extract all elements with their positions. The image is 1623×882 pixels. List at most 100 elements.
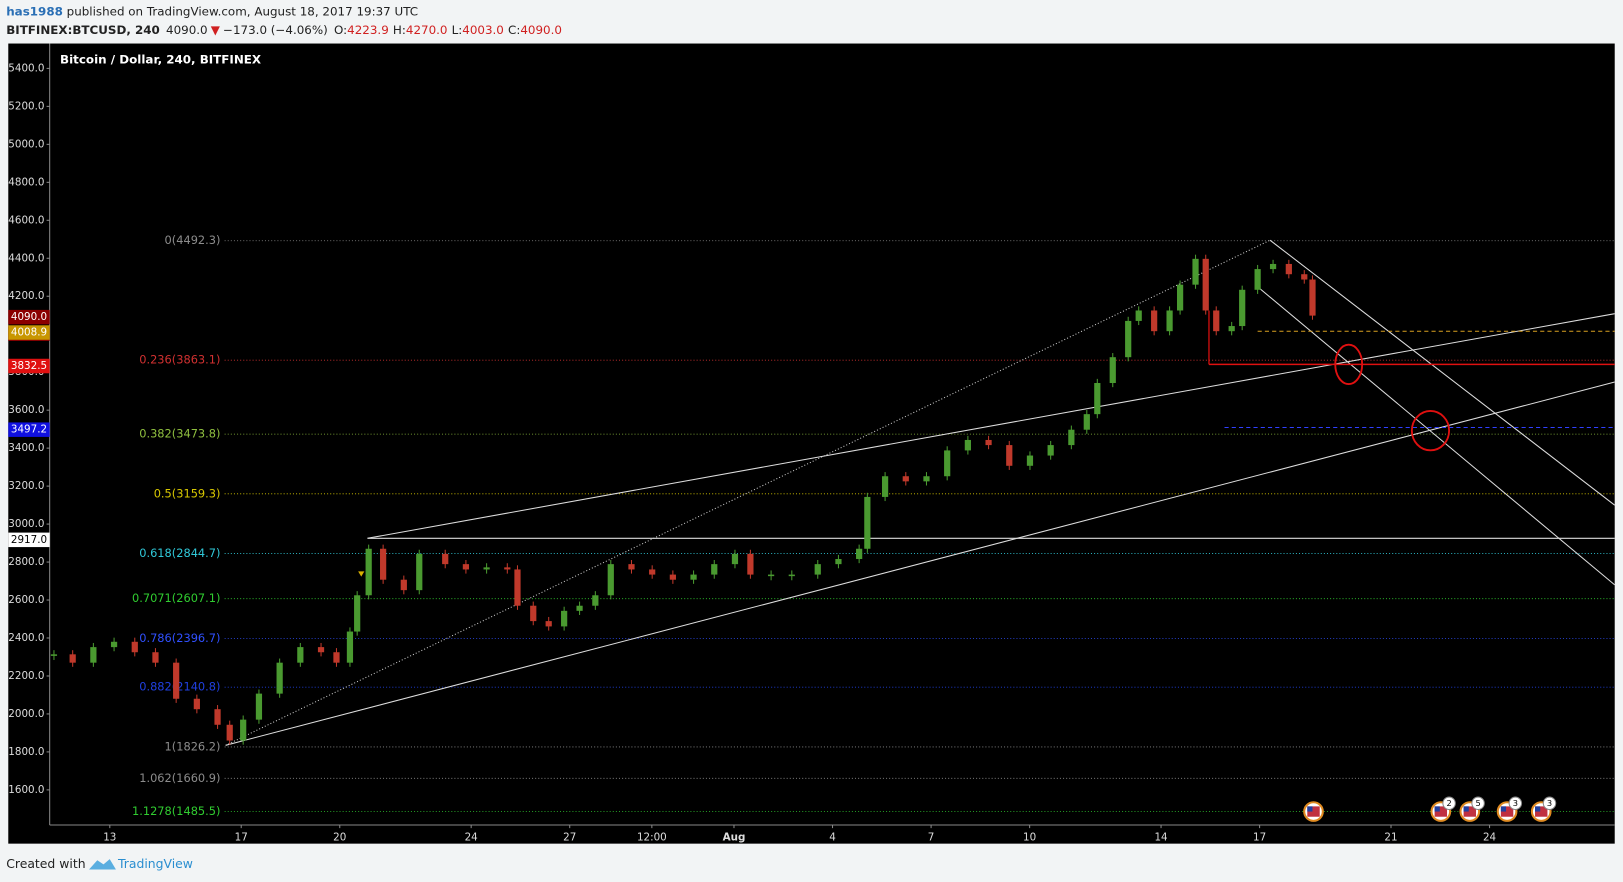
change: −173.0 (−4.06%) — [223, 23, 328, 37]
candle — [276, 662, 283, 694]
y-tick-label: 2400.0 — [8, 632, 44, 644]
event-badge-label: 3 — [1547, 798, 1552, 808]
candle — [1083, 414, 1090, 430]
candle — [110, 641, 118, 648]
candle — [690, 574, 697, 580]
flag — [1500, 806, 1514, 817]
flag — [1463, 806, 1477, 817]
candle — [333, 652, 340, 663]
candle — [416, 553, 423, 591]
candle — [514, 569, 521, 606]
candle — [1068, 429, 1075, 446]
price-tag-label: 3832.5 — [11, 360, 47, 372]
candle — [1166, 310, 1173, 332]
flag-canton — [1463, 806, 1469, 812]
candle — [297, 647, 304, 663]
candle — [193, 698, 200, 710]
author[interactable]: has1988 — [6, 4, 63, 18]
ohlc-key: C: — [508, 23, 520, 37]
flag — [1307, 806, 1320, 817]
y-tick-label: 2200.0 — [8, 670, 44, 682]
price-tag-label: 4008.9 — [11, 327, 47, 339]
x-tick-label: 24 — [465, 831, 478, 843]
event-badge-label: 2 — [1446, 798, 1451, 808]
flag-canton — [1500, 806, 1507, 812]
candle — [923, 476, 930, 482]
candle — [669, 574, 676, 580]
x-tick-label: 10 — [1023, 831, 1036, 843]
candle — [346, 631, 354, 663]
candle — [1006, 445, 1013, 466]
candle — [442, 553, 449, 565]
candle — [576, 605, 583, 611]
candle — [226, 724, 233, 741]
price-tag — [8, 325, 50, 340]
y-tick-label: 3200.0 — [8, 480, 44, 492]
candle — [152, 652, 159, 663]
candle — [69, 654, 76, 663]
y-tick-label: 4400.0 — [8, 252, 44, 264]
candle — [944, 450, 951, 477]
trend-line — [1269, 239, 1616, 506]
event-badge — [1542, 796, 1557, 811]
candle — [483, 567, 490, 570]
y-tick-label: 5200.0 — [8, 100, 44, 112]
symbol: BITFINEX:BTCUSD, 240 — [6, 23, 160, 37]
candle — [711, 564, 718, 575]
candle — [592, 595, 599, 606]
candle — [864, 496, 871, 549]
flag — [1535, 806, 1548, 817]
candle — [354, 595, 361, 632]
candle — [628, 564, 635, 570]
candle — [731, 553, 739, 565]
candle — [561, 610, 568, 627]
price-tag — [8, 358, 50, 374]
candle — [607, 564, 614, 596]
trend-line — [367, 313, 1615, 539]
header-line-2: BITFINEX:BTCUSD, 240 4090.0 ▼ −173.0 (−4.06… — [6, 23, 562, 37]
candle — [1202, 258, 1209, 311]
flag — [1434, 806, 1448, 817]
flag-canton — [1307, 806, 1313, 812]
fib-label: 0.882(2140.8) — [139, 680, 220, 694]
arrow: ▼ — [211, 23, 221, 37]
fib-label: 0.382(3473.8) — [139, 427, 220, 441]
last-price: 4090.0 — [166, 23, 208, 37]
candle — [365, 548, 372, 596]
flag-canton — [1535, 806, 1541, 812]
x-tick-label: Aug — [723, 831, 746, 843]
candle — [814, 564, 821, 575]
candle — [1228, 326, 1235, 332]
y-tick-label: 4800.0 — [8, 176, 44, 188]
y-tick-label: 5400.0 — [8, 62, 44, 74]
candle — [856, 548, 863, 560]
price-tag-label: 4090.0 — [11, 311, 47, 323]
fib-label: 1(1826.2) — [165, 739, 221, 753]
signal-marker — [358, 571, 365, 577]
y-tick-label: 4600.0 — [8, 214, 44, 226]
candle — [1125, 320, 1132, 358]
highlight-circle — [1410, 410, 1451, 452]
ohlc-value: 4090.0 — [520, 23, 562, 37]
fib-label: 0.786(2396.7) — [139, 631, 220, 645]
candle — [214, 709, 221, 725]
fib-label: 1.062(1660.9) — [139, 771, 220, 785]
candle — [964, 439, 971, 451]
candle — [173, 662, 180, 699]
candle — [317, 647, 325, 653]
y-tick-label: 2800.0 — [8, 556, 44, 568]
candle — [1239, 289, 1246, 327]
x-tick-label: 21 — [1384, 831, 1397, 843]
candle — [1213, 310, 1220, 332]
candle — [985, 439, 992, 446]
price-tag — [8, 309, 50, 325]
ohlc-key: O: — [334, 23, 347, 37]
flag-canton — [1434, 806, 1440, 812]
footer-brand[interactable]: TradingView — [117, 856, 193, 871]
y-tick-label: 3400.0 — [8, 442, 44, 454]
candle — [504, 567, 511, 570]
x-tick-label: 4 — [829, 831, 836, 843]
candle — [255, 693, 263, 720]
fib-label: 1.1278(1485.5) — [132, 804, 220, 818]
x-tick-label: 13 — [103, 831, 116, 843]
